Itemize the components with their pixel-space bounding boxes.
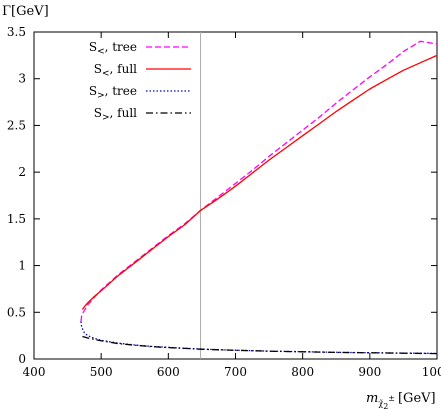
x-tick-label: 700 xyxy=(224,365,247,379)
series-line-3 xyxy=(80,321,438,355)
x-axis-symbol: m xyxy=(366,391,378,406)
series-line-2 xyxy=(81,54,438,310)
y-tick-label: 3.5 xyxy=(7,25,26,39)
y-tick-label: 1 xyxy=(18,259,26,273)
y-tick-label: 2.5 xyxy=(7,118,26,132)
plot-frame-group xyxy=(33,31,438,360)
y-axis-title: Γ[GeV] xyxy=(2,4,49,19)
legend-label-2: S<, full xyxy=(94,62,137,79)
x-axis-title: mχ̃2± [GeV] xyxy=(366,391,436,409)
x-tick-label: 400 xyxy=(23,365,46,379)
y-tick-label: 0.5 xyxy=(7,305,26,319)
x-axis-sub-num: 2 xyxy=(383,402,388,409)
legend-label-1: S<, tree xyxy=(89,40,137,57)
y-axis-symbol: Γ xyxy=(2,4,11,19)
x-tick-label: 500 xyxy=(90,365,113,379)
x-tick-label: 900 xyxy=(358,365,381,379)
x-axis-sub-chi: χ̃ xyxy=(378,399,383,408)
y-tick-label: 3 xyxy=(18,72,26,86)
legend: S<, tree S<, full S>, tree S>, full xyxy=(89,40,191,123)
x-axis-sub-pm: ± xyxy=(388,394,395,403)
y-tick-label: 1.5 xyxy=(7,212,26,226)
y-tick-label: 2 xyxy=(18,165,26,179)
legend-label-4: S>, full xyxy=(94,106,137,123)
x-tick-label: 600 xyxy=(157,365,180,379)
x-axis-unit: [GeV] xyxy=(398,391,436,406)
y-axis-unit: [GeV] xyxy=(11,4,49,19)
y-tick-label: 0 xyxy=(18,352,26,366)
legend-label-3: S>, tree xyxy=(89,84,137,101)
plot-frame xyxy=(33,31,438,360)
series-line-4 xyxy=(82,335,438,355)
series-group xyxy=(80,40,438,355)
x-tick-label: 800 xyxy=(291,365,314,379)
